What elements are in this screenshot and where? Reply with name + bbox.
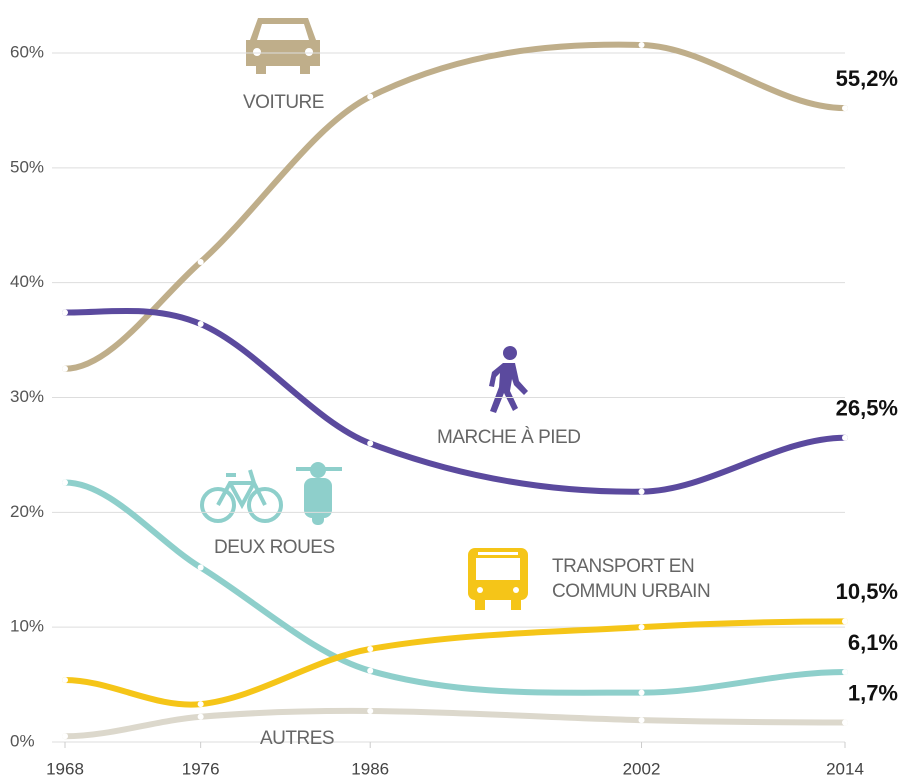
series-label: TRANSPORT EN COMMUN URBAIN: [552, 556, 711, 602]
series-line: [62, 307, 848, 495]
data-point: [367, 440, 374, 447]
data-point: [62, 733, 68, 740]
scooter-icon: [296, 462, 342, 525]
data-point: [197, 258, 204, 265]
icons: [200, 18, 528, 610]
data-point: [62, 676, 68, 683]
data-point: [842, 434, 848, 441]
x-tick-label: 2014: [826, 759, 864, 778]
data-point: [638, 488, 645, 495]
value-label: 55,2%: [836, 66, 898, 91]
y-tick-label: 30%: [10, 387, 44, 406]
series-line: [62, 41, 848, 372]
data-point: [367, 93, 374, 100]
value-label: 10,5%: [836, 579, 898, 604]
value-label: 6,1%: [848, 630, 898, 655]
x-tick-label: 1968: [46, 759, 84, 778]
value-label: 1,7%: [848, 680, 898, 705]
data-point: [62, 365, 68, 372]
data-point: [842, 719, 848, 726]
data-point: [367, 707, 374, 714]
data-point: [638, 41, 645, 48]
data-point: [367, 667, 374, 674]
y-tick-label: 10%: [10, 617, 44, 636]
series-label: DEUX ROUES: [214, 537, 335, 558]
data-point: [62, 479, 68, 486]
data-point: [197, 713, 204, 720]
walker-icon: [489, 346, 528, 413]
series-line: [62, 707, 848, 740]
series-label: VOITURE: [243, 92, 324, 113]
value-label: 26,5%: [836, 396, 898, 421]
car-icon: [246, 18, 320, 74]
bike-icon: [200, 469, 283, 523]
data-point: [638, 689, 645, 696]
data-point: [842, 105, 848, 112]
x-tick-label: 1986: [351, 759, 389, 778]
y-tick-label: 20%: [10, 502, 44, 521]
x-tick-label: 2002: [623, 759, 661, 778]
y-tick-label: 40%: [10, 272, 44, 291]
y-tick-label: 0%: [10, 731, 35, 750]
data-point: [638, 624, 645, 631]
data-point: [638, 717, 645, 724]
data-point: [62, 309, 68, 316]
series-line: [62, 618, 848, 708]
data-point: [197, 564, 204, 571]
series-label: MARCHE À PIED: [437, 427, 581, 448]
series-line: [62, 479, 848, 696]
y-tick-label: 60%: [10, 42, 44, 61]
bus-icon: [468, 548, 528, 610]
series-label: AUTRES: [260, 728, 335, 749]
data-point: [197, 701, 204, 708]
data-point: [197, 321, 204, 328]
data-point: [842, 618, 848, 625]
x-tick-label: 1976: [182, 759, 220, 778]
y-tick-label: 50%: [10, 157, 44, 176]
data-point: [367, 645, 374, 652]
data-point: [842, 668, 848, 675]
